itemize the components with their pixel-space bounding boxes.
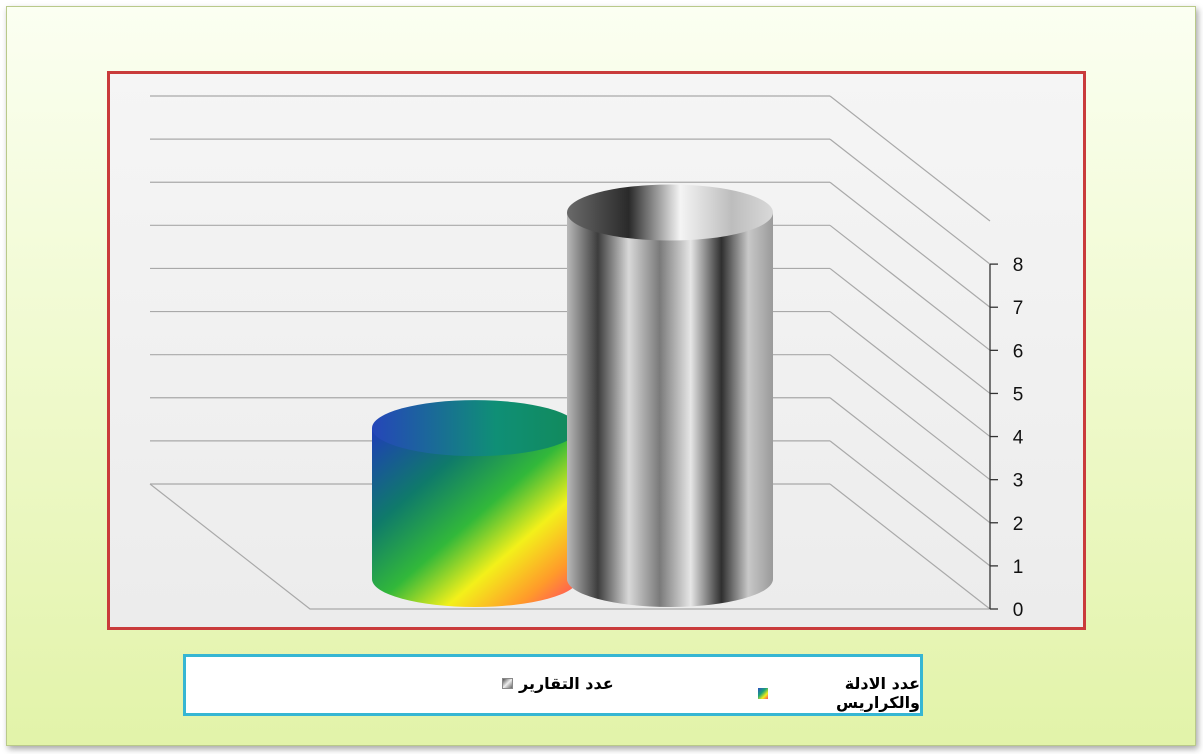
y-tick-label: 0 (1013, 600, 1024, 621)
gridline-depth (829, 397, 991, 524)
bar-reports (567, 184, 773, 608)
y-tick-label: 2 (1013, 514, 1024, 535)
legend-label: عدد الادلة والكراريس (835, 674, 920, 712)
y-tick-label: 8 (1013, 255, 1024, 276)
floor-edge (149, 483, 990, 610)
y-tick-label: 4 (1013, 428, 1024, 449)
y-tick-label: 6 (1013, 341, 1024, 362)
bar-reports-body (567, 212, 773, 608)
legend-item-reports: عدد التقارير (502, 674, 614, 693)
gridline-depth (829, 181, 991, 308)
chart-frame: 0 1 2 3 4 5 6 7 8 عدد الادلة والكراريس عدد التقا… (6, 6, 1196, 746)
gridline-depth (829, 311, 991, 438)
legend-label: عدد التقارير (519, 674, 614, 693)
gridline-depth (829, 138, 991, 265)
gridline-depth (829, 354, 991, 481)
bar-guides-body (372, 428, 578, 607)
bar-reports-top (567, 184, 773, 241)
y-tick-label: 1 (1013, 557, 1024, 578)
gridline-depth (829, 440, 991, 567)
gridline-depth (829, 267, 991, 394)
legend-swatch-icon (502, 678, 513, 689)
gridline-depth (829, 224, 991, 351)
bar-guides (372, 400, 578, 607)
chart-svg: 0 1 2 3 4 5 6 7 8 (149, 95, 1024, 621)
gridline-depth (829, 95, 991, 222)
legend-item-guides: عدد الادلة والكراريس (758, 674, 920, 712)
y-tick-label: 7 (1013, 298, 1024, 319)
bar-guides-top (372, 400, 578, 457)
y-tick-label: 5 (1013, 384, 1024, 405)
plot-area: 0 1 2 3 4 5 6 7 8 (107, 71, 1086, 630)
legend-swatch-icon (758, 687, 768, 699)
gridline-depth (829, 483, 991, 610)
y-tick-label: 3 (1013, 471, 1024, 492)
legend: عدد الادلة والكراريس عدد التقارير (183, 654, 923, 716)
